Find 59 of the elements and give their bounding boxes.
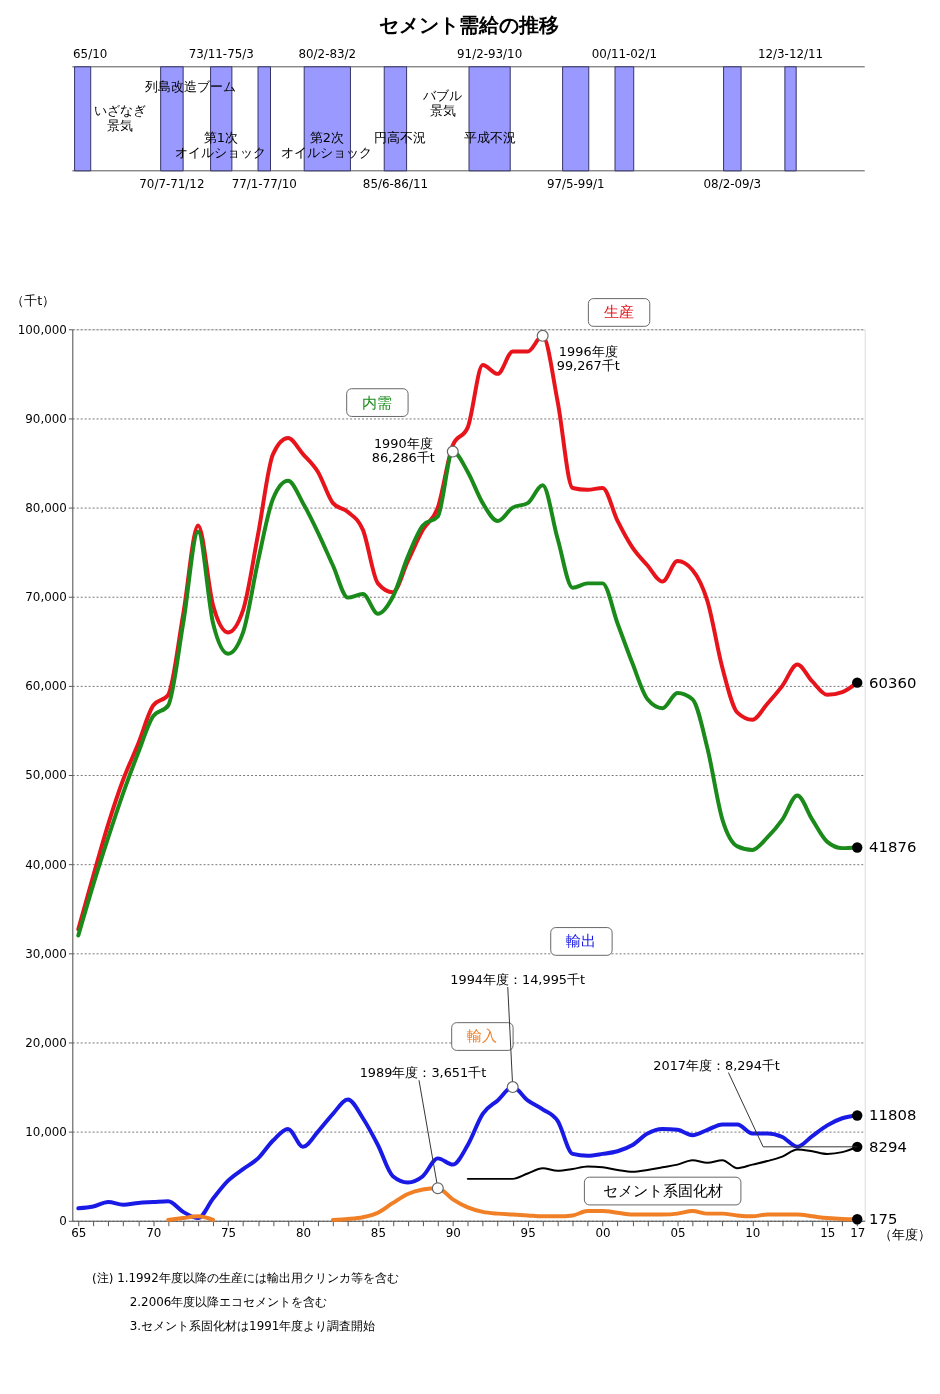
- text: 列島改造ブーム: [144, 78, 236, 94]
- annotation: 1996年度 99,267千t: [556, 343, 620, 374]
- y-tick-label: 20,000: [25, 1035, 67, 1050]
- text: 内需: [362, 393, 393, 412]
- text: バブル景気: [422, 88, 463, 119]
- x-tick-label: 10: [745, 1226, 761, 1241]
- data-label: 175: [869, 1210, 898, 1229]
- x-tick-label: 95: [520, 1226, 536, 1241]
- x-tick-label: 65: [71, 1226, 87, 1241]
- x-tick-label: 80: [295, 1226, 312, 1241]
- text: (注) 1.1992年度以降の生産には輸出用クリンカ等を含む: [92, 1271, 399, 1286]
- y-tick-label: 40,000: [25, 857, 67, 872]
- text: 08/2-09/3: [703, 176, 762, 191]
- x-tick-label: 00: [595, 1226, 611, 1241]
- data-label: 8294: [869, 1137, 907, 1156]
- text: 97/5-99/1: [546, 176, 605, 191]
- y-tick-label: 10,000: [25, 1125, 67, 1140]
- text: 73/11-75/3: [188, 46, 254, 61]
- text: 生産: [604, 303, 635, 322]
- text: 91/2-93/10: [457, 46, 523, 61]
- text: 輸入: [467, 1027, 498, 1046]
- series-label: セメント系固化材: [602, 1182, 723, 1200]
- x-axis-title: （年度）: [878, 1227, 931, 1243]
- y-tick-label: 60,000: [25, 679, 67, 694]
- y-tick-label: 30,000: [25, 946, 67, 961]
- x-tick-label: 90: [445, 1226, 461, 1241]
- data-label: 60360: [869, 673, 917, 692]
- x-tick-label: 85: [370, 1226, 386, 1241]
- text: 80/2-83/2: [298, 46, 357, 61]
- text: 2.2006年度以降エコセメントを含む: [129, 1294, 328, 1309]
- annotation: 1989年度：3,651千t: [359, 1065, 487, 1081]
- text: 85/6-86/11: [362, 176, 429, 191]
- text: 3.セメント系固化材は1991年度より調査開始: [129, 1318, 376, 1333]
- x-tick-label: 17: [850, 1226, 866, 1241]
- text: 70/7-71/12: [139, 176, 205, 191]
- text: 65/10: [73, 46, 108, 61]
- y-tick-label: 80,000: [25, 501, 67, 516]
- data-label: 41876: [869, 838, 917, 857]
- data-label: 11808: [869, 1106, 917, 1125]
- text: いざなぎ景気: [93, 103, 146, 134]
- text: 12/3-12/11: [757, 46, 824, 61]
- x-tick-label: 75: [221, 1226, 237, 1241]
- y-tick-label: 70,000: [25, 590, 67, 605]
- y-tick-label: 50,000: [25, 768, 67, 783]
- y-tick-label: 0: [59, 1214, 67, 1229]
- y-tick-label: 100,000: [17, 322, 67, 337]
- annotation: 1994年度：14,995千t: [450, 972, 586, 988]
- x-tick-label: 70: [146, 1226, 162, 1241]
- annotation: 1990年度 86,286千t: [371, 435, 435, 466]
- x-tick-label: 05: [670, 1226, 686, 1241]
- chart-title: セメント需給の推移: [378, 14, 559, 38]
- text: 平成不況: [464, 130, 517, 146]
- annotation: 2017年度：8,294千t: [653, 1057, 780, 1073]
- text: 77/1-77/10: [231, 176, 297, 191]
- x-tick-label: 15: [820, 1226, 836, 1241]
- y-axis-title: （千t）: [11, 293, 56, 309]
- text: 00/11-02/1: [591, 46, 657, 61]
- y-tick-label: 90,000: [25, 411, 67, 426]
- text: 輸出: [566, 932, 597, 951]
